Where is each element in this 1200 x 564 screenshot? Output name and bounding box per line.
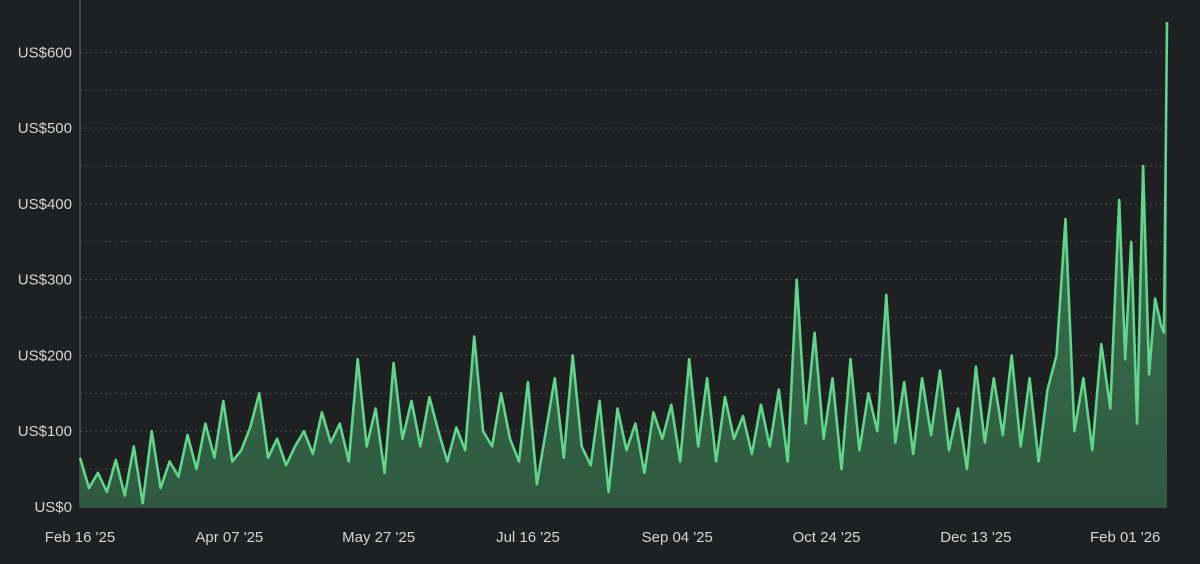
- series-line: [78, 21, 1169, 505]
- x-tick-label: Feb 01 '26: [1090, 529, 1160, 546]
- y-tick-label: US$200: [18, 347, 72, 364]
- y-tick-label: US$500: [18, 120, 72, 137]
- y-tick-label: US$300: [18, 272, 72, 289]
- x-tick-label: Apr 07 '25: [195, 529, 263, 546]
- x-tick-label: Feb 16 '25: [45, 529, 115, 546]
- x-tick-label: Oct 24 '25: [793, 529, 861, 546]
- x-tick-label: Jul 16 '25: [496, 529, 560, 546]
- series-area: [80, 22, 1167, 507]
- x-tick-label: Dec 13 '25: [940, 529, 1011, 546]
- x-tick-label: May 27 '25: [342, 529, 415, 546]
- x-axis-tick-labels: Feb 16 '25 Apr 07 '25 May 27 '25 Jul 16 '25…: [45, 529, 1161, 546]
- y-axis-tick-labels: US$0 US$100 US$200 US$300 US$400 US$500 US$600: [18, 44, 72, 516]
- y-tick-label: US$400: [18, 196, 72, 213]
- y-tick-label: US$600: [18, 44, 72, 61]
- y-tick-label: US$100: [18, 423, 72, 440]
- x-tick-label: Sep 04 '25: [642, 529, 713, 546]
- y-tick-label: US$0: [34, 499, 72, 516]
- gridlines: [80, 51, 1167, 470]
